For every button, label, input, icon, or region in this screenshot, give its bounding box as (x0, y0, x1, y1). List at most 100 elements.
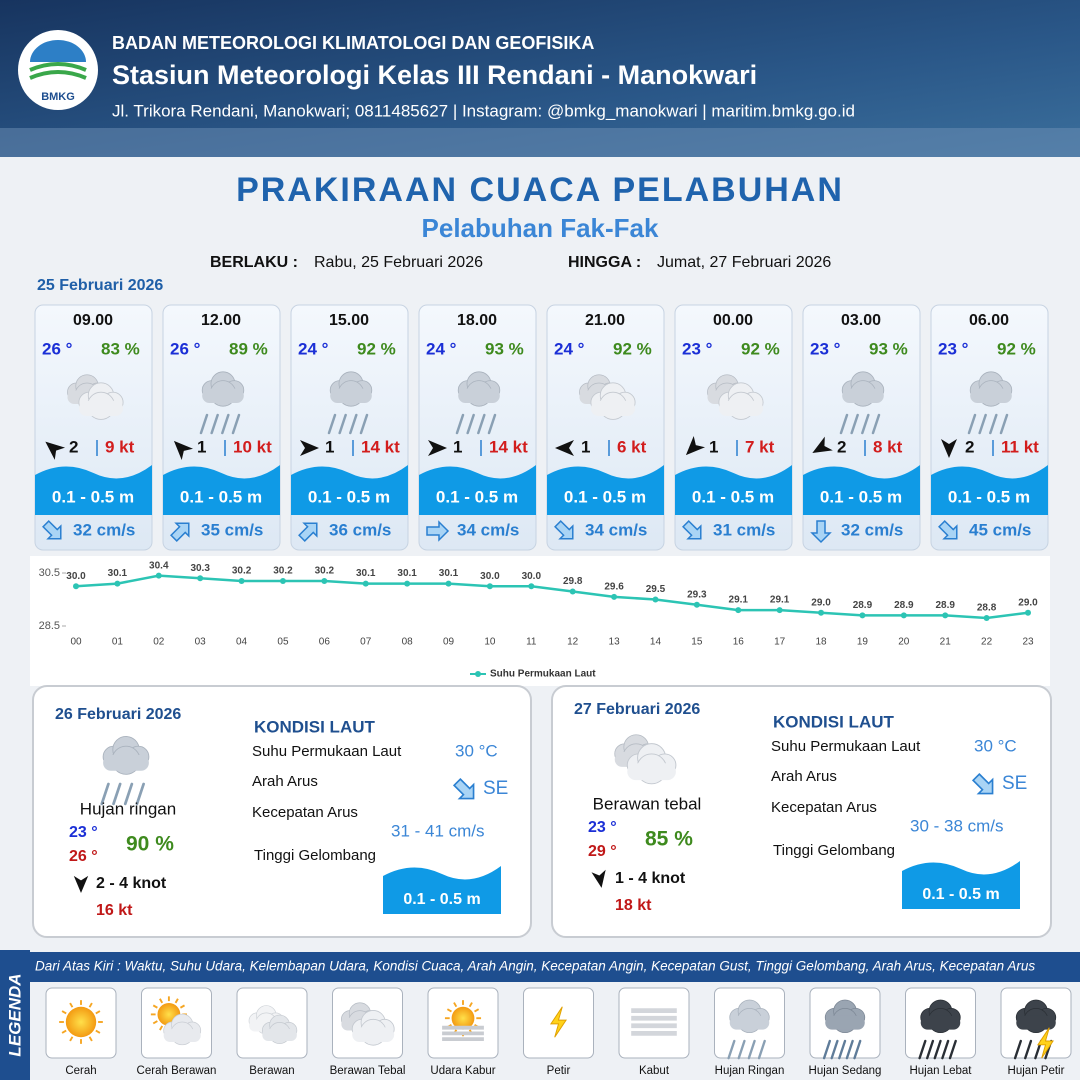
wave (902, 861, 1020, 909)
cloud (329, 371, 373, 407)
x-tick-label: 19 (857, 637, 869, 648)
rain (199, 413, 209, 435)
point (776, 607, 783, 614)
cloud (261, 1014, 298, 1044)
wind-arrow (45, 441, 66, 460)
wind-arrow (591, 869, 606, 888)
weather-icon (967, 371, 1013, 435)
cloud-part (842, 388, 884, 403)
data-label: 28.9 (935, 600, 955, 611)
label: 1 (325, 437, 334, 456)
rain (327, 413, 337, 435)
sun (451, 1006, 475, 1030)
legend-item: Hujan Ringan (715, 1065, 785, 1077)
current-arrow (426, 520, 450, 542)
rain (349, 413, 358, 435)
cloud-part (202, 388, 244, 403)
legend-item: Hujan Lebat (909, 1065, 972, 1077)
label: Stasiun Meteorologi Kelas III Rendani - … (112, 60, 757, 90)
point (445, 580, 452, 587)
wave (931, 465, 1048, 515)
point (983, 615, 990, 622)
data-label: 29.8 (563, 576, 583, 587)
point (900, 612, 907, 619)
data-label: 30.2 (273, 566, 293, 577)
wave (291, 465, 408, 515)
cloud (102, 736, 150, 775)
data-label: 30.4 (149, 560, 169, 571)
weather-icon (839, 371, 885, 435)
data-label: 28.9 (853, 600, 873, 611)
wave (35, 465, 152, 515)
cloud (841, 371, 885, 407)
cloud-part (330, 388, 372, 403)
rain (853, 1039, 862, 1060)
sun-ray (61, 1029, 67, 1034)
current-arrow (938, 520, 958, 540)
bolt (1037, 1027, 1054, 1059)
rain (845, 1039, 854, 1060)
bolt (550, 1006, 567, 1038)
label: 27 Februari 2026 (574, 701, 700, 718)
label: KONDISI LAUT (773, 712, 895, 731)
x-tick-label: 06 (319, 637, 331, 648)
label: KONDISI LAUT (254, 717, 376, 736)
wind-arrow (941, 439, 957, 458)
label: 06.00 (969, 312, 1009, 329)
x-tick-label: 09 (443, 637, 455, 648)
point (735, 607, 742, 614)
weather-icon (579, 374, 636, 420)
data-label: 29.1 (770, 595, 790, 606)
data-label: 29.0 (1018, 597, 1038, 608)
cloud-part (627, 763, 676, 781)
label: 0.1 - 0.5 m (180, 487, 262, 506)
label: 6 kt (617, 437, 647, 456)
label: 2 (965, 437, 974, 456)
label: 26 ° (42, 339, 73, 358)
label: 16 kt (96, 902, 133, 919)
cloud-part (729, 1015, 770, 1030)
x-tick-label: 15 (691, 637, 703, 648)
rain (487, 413, 497, 435)
weather-icon (59, 1000, 103, 1044)
x-tick-label: 23 (1022, 637, 1034, 648)
label: SE (1002, 773, 1027, 794)
x-tick-label: 17 (774, 637, 786, 648)
sun-ray (159, 1025, 164, 1031)
rain (1013, 1039, 1022, 1060)
label: 0.1 - 0.5 m (922, 886, 999, 903)
label: 11 kt (1001, 437, 1039, 456)
rain (918, 1039, 927, 1060)
label: 2 - 4 knot (96, 875, 167, 892)
current-arrow (298, 522, 318, 542)
point (693, 601, 700, 608)
point (238, 577, 245, 584)
weather-icon (67, 374, 124, 420)
point (942, 612, 949, 619)
cloud (457, 371, 501, 407)
label: 7 kt (745, 437, 775, 456)
label: 92 % (357, 339, 396, 358)
x-tick-label: 18 (815, 637, 827, 648)
legend-item: Udara Kabur (430, 1065, 495, 1077)
data-label: 29.0 (811, 597, 831, 608)
label: SE (483, 778, 508, 799)
label: 89 % (229, 339, 268, 358)
sun-ray (174, 998, 179, 1004)
label: 30 °C (455, 741, 498, 760)
label: 09.00 (73, 312, 113, 329)
label: Suhu Permukaan Laut (771, 738, 921, 755)
label: 35 cm/s (201, 520, 263, 539)
rain (999, 413, 1009, 435)
rain (941, 1039, 950, 1060)
x-tick-label: 02 (153, 637, 165, 648)
weather-icon (1013, 999, 1057, 1060)
current-arrow (810, 520, 832, 544)
data-label: 30.2 (315, 566, 335, 577)
rain (871, 413, 881, 435)
cloud (163, 1013, 202, 1046)
data-label: 30.1 (108, 568, 128, 579)
rain (948, 1039, 957, 1060)
rain (123, 782, 134, 806)
point (404, 580, 411, 587)
